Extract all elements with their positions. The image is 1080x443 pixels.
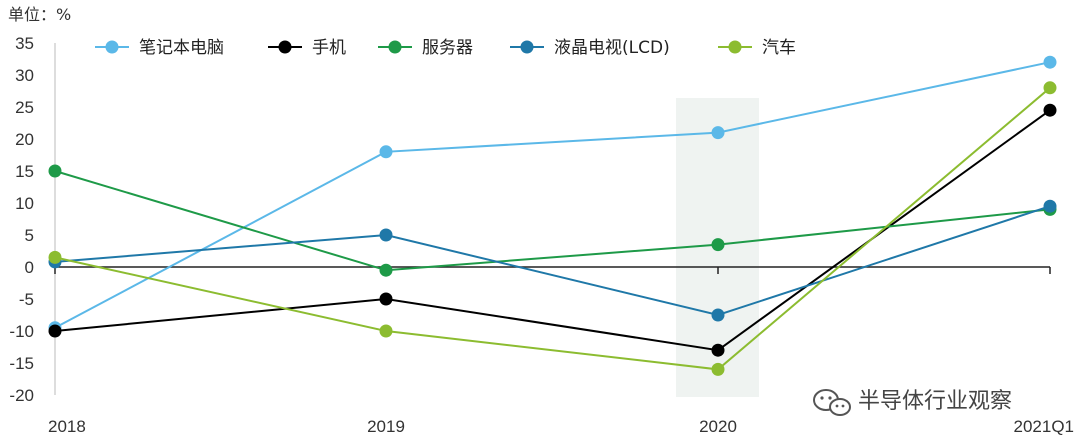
data-point [1043,199,1057,213]
x-tick-label: 2018 [48,417,86,436]
legend-item: 笔记本电脑 [95,38,224,58]
legend-item: 手机 [268,38,346,58]
y-tick-label: 5 [25,226,34,245]
legend-marker [728,40,742,54]
legend-label: 汽车 [762,38,796,58]
y-tick-label: 30 [15,66,34,85]
series-line [54,87,1051,371]
legend: 笔记本电脑 手机 服务器 液晶电视(LCD) 汽车 [95,38,796,58]
watermark-text: 半导体行业观察 [858,389,1012,414]
legend-marker [105,40,119,54]
y-tick-label: 25 [15,98,34,117]
legend-marker [388,40,402,54]
series-line [54,61,1051,329]
y-tick-label: 20 [15,130,34,149]
y-tick-label: 0 [25,258,34,277]
series-4 [48,81,1057,376]
y-tick-label: -15 [9,354,34,373]
legend-item: 服务器 [378,38,473,58]
data-point [711,362,725,376]
legend-label: 笔记本电脑 [139,38,224,58]
legend-label: 液晶电视(LCD) [554,38,670,58]
data-point [1043,55,1057,69]
legend-item: 汽车 [718,38,796,58]
data-point [711,343,725,357]
data-point [379,228,393,242]
data-point [379,263,393,277]
series-line [54,170,1051,272]
series-line [54,109,1051,352]
y-tick-label: -5 [19,290,34,309]
data-point [711,238,725,252]
data-point [1043,103,1057,117]
data-point [379,145,393,159]
x-tick-label: 2019 [367,417,405,436]
data-point [711,126,725,140]
y-tick-label: 15 [15,162,34,181]
legend-item: 液晶电视(LCD) [510,38,670,58]
data-point [1043,81,1057,95]
data-point [379,292,393,306]
x-axis: 2018 2019 2020 2021Q1 [48,266,1075,436]
series-line [54,205,1051,317]
series-1 [48,103,1057,357]
x-tick-label: 2021Q1 [1014,417,1075,436]
series-0 [48,55,1057,335]
series-3 [48,199,1057,322]
data-point [48,324,62,338]
legend-label: 手机 [312,38,346,58]
data-point [48,164,62,178]
data-point [711,308,725,322]
series-2 [48,164,1057,277]
y-tick-label: -10 [9,322,34,341]
series-layer [48,55,1057,376]
legend-marker [520,40,534,54]
x-tick-label: 2020 [699,417,737,436]
y-axis: 35 30 25 20 15 10 5 0 -5 -10 -15 -20 [9,34,56,405]
legend-label: 服务器 [422,38,473,58]
watermark: 半导体行业观察 [813,389,1012,416]
unit-label: 单位：% [8,5,71,24]
y-tick-label: -20 [9,386,34,405]
y-tick-label: 35 [15,34,34,53]
wechat-icon [813,389,851,416]
data-point [48,250,62,264]
legend-marker [278,40,292,54]
y-tick-label: 10 [15,194,34,213]
data-point [379,324,393,338]
